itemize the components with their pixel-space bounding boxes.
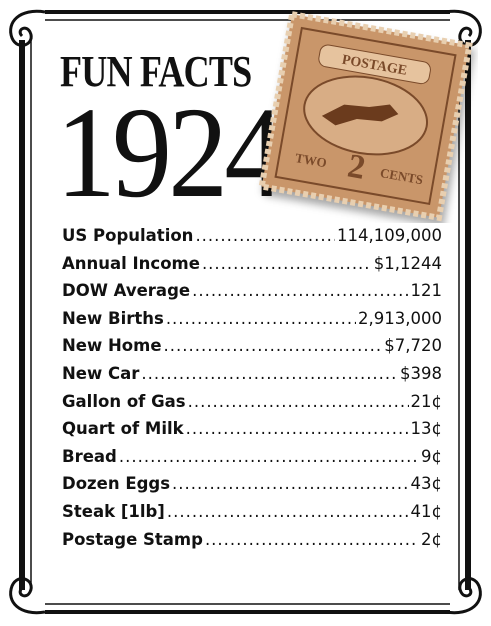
dot-leader bbox=[186, 419, 409, 438]
fact-label: Bread bbox=[62, 447, 117, 466]
stamp: POSTAGE TWO 2 CENTS bbox=[248, 8, 478, 223]
fact-label: New Births bbox=[62, 309, 164, 328]
fact-row: New Home $7,720 bbox=[62, 336, 442, 364]
dot-leader bbox=[119, 447, 419, 466]
fact-value: 121 bbox=[411, 281, 443, 300]
fact-label: New Home bbox=[62, 336, 162, 355]
fact-value: $1,1244 bbox=[374, 254, 442, 273]
fact-row: Quart of Milk 13¢ bbox=[62, 419, 442, 447]
dot-leader bbox=[167, 502, 409, 521]
fact-value: 2¢ bbox=[421, 530, 442, 549]
dot-leader bbox=[164, 336, 383, 355]
dot-leader bbox=[188, 392, 409, 411]
dot-leader bbox=[172, 474, 408, 493]
fact-row: US Population 114,109,000 bbox=[62, 226, 442, 254]
fact-label: Dozen Eggs bbox=[62, 474, 170, 493]
dot-leader bbox=[205, 530, 419, 549]
fact-row: Postage Stamp 2¢ bbox=[62, 530, 442, 558]
dot-leader bbox=[202, 254, 372, 273]
fact-value: 21¢ bbox=[411, 392, 443, 411]
fact-label: Quart of Milk bbox=[62, 419, 184, 438]
fact-value: $7,720 bbox=[384, 336, 442, 355]
fact-label: Gallon of Gas bbox=[62, 392, 186, 411]
fact-label: Steak [1lb] bbox=[62, 502, 165, 521]
poster: FUN FACTS 1924 POSTAGE TWO 2 CENTS US Po… bbox=[0, 0, 491, 626]
dot-leader bbox=[192, 281, 408, 300]
dot-leader bbox=[166, 309, 356, 328]
fact-row: New Births 2,913,000 bbox=[62, 309, 442, 337]
year: 1924 bbox=[56, 88, 280, 218]
dot-leader bbox=[141, 364, 398, 383]
fact-row: DOW Average 121 bbox=[62, 281, 442, 309]
fact-label: DOW Average bbox=[62, 281, 190, 300]
fact-row: Gallon of Gas 21¢ bbox=[62, 392, 442, 420]
fact-value: 41¢ bbox=[411, 502, 443, 521]
fact-label: Annual Income bbox=[62, 254, 200, 273]
fact-label: US Population bbox=[62, 226, 193, 245]
fact-label: New Car bbox=[62, 364, 139, 383]
fact-value: 2,913,000 bbox=[358, 309, 442, 328]
fact-label: Postage Stamp bbox=[62, 530, 203, 549]
fact-list: US Population 114,109,000 Annual Income $1,… bbox=[62, 226, 442, 557]
fact-row: New Car $398 bbox=[62, 364, 442, 392]
dot-leader bbox=[195, 226, 335, 245]
fact-value: 13¢ bbox=[411, 419, 443, 438]
fact-row: Bread 9¢ bbox=[62, 447, 442, 475]
fact-value: 114,109,000 bbox=[337, 226, 442, 245]
fact-row: Steak [1lb] 41¢ bbox=[62, 502, 442, 530]
fact-value: 9¢ bbox=[421, 447, 442, 466]
fact-row: Annual Income $1,1244 bbox=[62, 254, 442, 282]
fact-value: 43¢ bbox=[411, 474, 443, 493]
fact-value: $398 bbox=[400, 364, 442, 383]
fact-row: Dozen Eggs 43¢ bbox=[62, 474, 442, 502]
